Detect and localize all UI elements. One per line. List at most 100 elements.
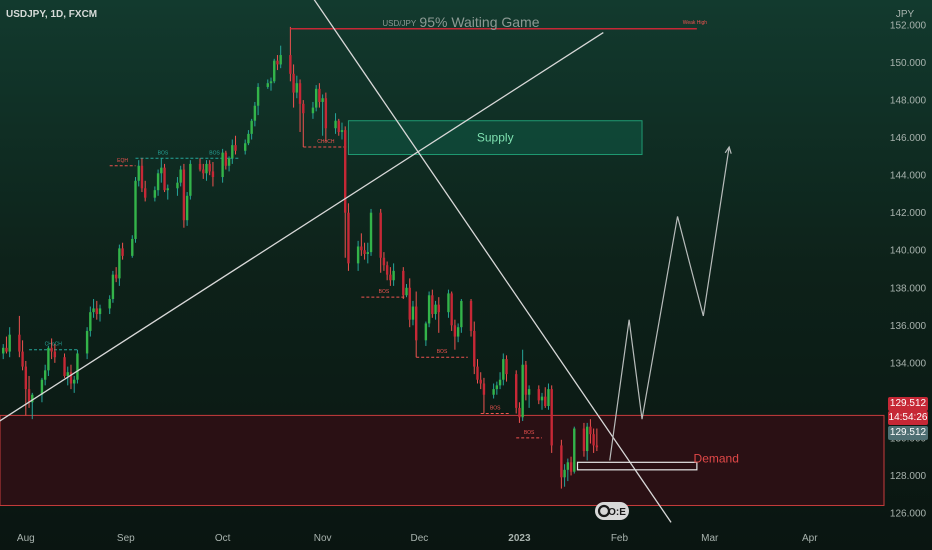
consolidation-box xyxy=(576,461,698,471)
candle xyxy=(340,130,344,132)
candle xyxy=(5,347,8,352)
candle xyxy=(311,107,315,114)
candle xyxy=(31,394,34,403)
candle xyxy=(453,325,457,337)
candle xyxy=(366,252,369,254)
descending-trendline xyxy=(313,0,672,523)
candle xyxy=(2,347,5,354)
candle xyxy=(76,353,79,380)
candle xyxy=(114,274,118,279)
price-tick-label: 146.000 xyxy=(890,133,927,144)
market-structure-layer: CHoCH BOS BOS CHoCH BOS BOS BOS BOS EQH xyxy=(29,139,543,439)
candle xyxy=(582,428,586,452)
price-tick-label: 126.000 xyxy=(890,508,927,519)
candle xyxy=(63,357,66,376)
candle xyxy=(408,287,411,320)
supply-zone-label: Supply xyxy=(477,131,514,145)
candle xyxy=(298,83,302,104)
candle xyxy=(289,55,292,74)
candle xyxy=(450,293,453,326)
candles-layer xyxy=(2,26,599,489)
time-tick-label: Dec xyxy=(411,533,429,544)
time-tick-label: Apr xyxy=(802,533,818,544)
price-axis[interactable]: 126.000128.000130.000132.000134.000136.0… xyxy=(890,21,927,520)
candle xyxy=(405,287,408,296)
candle xyxy=(369,212,373,253)
candle xyxy=(250,120,253,134)
candle xyxy=(563,469,566,478)
price-tick-label: 144.000 xyxy=(890,171,927,182)
logo-badge[interactable]: O:E xyxy=(595,502,629,520)
candle xyxy=(85,330,89,354)
candle xyxy=(344,130,347,213)
candle xyxy=(337,120,340,132)
candle xyxy=(121,248,124,256)
candle xyxy=(537,389,540,401)
candle xyxy=(518,407,521,418)
candle xyxy=(324,98,328,129)
candle xyxy=(73,379,76,384)
candle xyxy=(247,133,250,144)
price-tick-label: 138.000 xyxy=(890,283,927,294)
candle xyxy=(427,295,431,324)
price-tick-label: 128.000 xyxy=(890,471,927,482)
candle xyxy=(253,105,257,121)
candle xyxy=(547,389,550,407)
candle xyxy=(363,250,366,254)
candle xyxy=(160,167,163,174)
candle xyxy=(544,396,547,407)
time-axis[interactable]: Aug Sep Oct Nov Dec 2023 Feb Mar Apr xyxy=(17,533,818,544)
time-tick-label: Nov xyxy=(314,533,332,544)
candle xyxy=(140,165,144,189)
ascending-trendline xyxy=(0,31,604,422)
candle xyxy=(402,270,405,296)
candle xyxy=(389,274,392,281)
structure-label: CHoCH xyxy=(45,342,63,348)
price-tick-label: 140.000 xyxy=(890,246,927,257)
candle xyxy=(550,389,553,446)
supply-zone[interactable] xyxy=(347,120,643,156)
candle xyxy=(53,351,57,358)
symbol-header[interactable]: USDJPY, 1D, FXCM xyxy=(6,9,97,20)
candle xyxy=(153,190,157,198)
drawing-tools-layer: Weak High xyxy=(0,0,732,523)
candle xyxy=(295,83,299,93)
demand-zone[interactable] xyxy=(0,414,885,506)
candle xyxy=(205,163,208,174)
candle xyxy=(431,295,434,315)
candle xyxy=(302,103,305,114)
structure-label: BOS xyxy=(490,406,501,412)
structure-label: BOS xyxy=(209,150,220,156)
candle xyxy=(166,188,169,191)
bar-countdown-tag: 14:54:26 xyxy=(888,411,928,425)
candle xyxy=(560,445,563,478)
candle xyxy=(318,88,321,102)
candle xyxy=(108,299,111,309)
candle xyxy=(502,359,505,380)
candle xyxy=(573,428,576,472)
candle xyxy=(221,152,224,178)
candle xyxy=(379,212,382,258)
candle xyxy=(569,462,573,472)
chart-title-symbol: USD/JPY xyxy=(382,19,416,28)
candle xyxy=(66,372,69,376)
candle xyxy=(163,167,166,191)
candle xyxy=(92,308,95,313)
candle xyxy=(27,389,31,403)
structure-label: BOS xyxy=(437,349,448,355)
candle xyxy=(437,304,440,313)
currency-label: JPY xyxy=(896,9,915,20)
candle xyxy=(47,347,50,371)
candle xyxy=(385,265,389,275)
candle xyxy=(95,308,98,315)
candle xyxy=(473,330,476,367)
candle xyxy=(40,379,44,395)
candle xyxy=(540,396,544,401)
candle xyxy=(256,86,260,106)
candle xyxy=(527,389,531,395)
time-tick-label: Feb xyxy=(611,533,629,544)
candle xyxy=(231,145,234,159)
candle xyxy=(89,312,92,331)
candle xyxy=(411,306,415,320)
